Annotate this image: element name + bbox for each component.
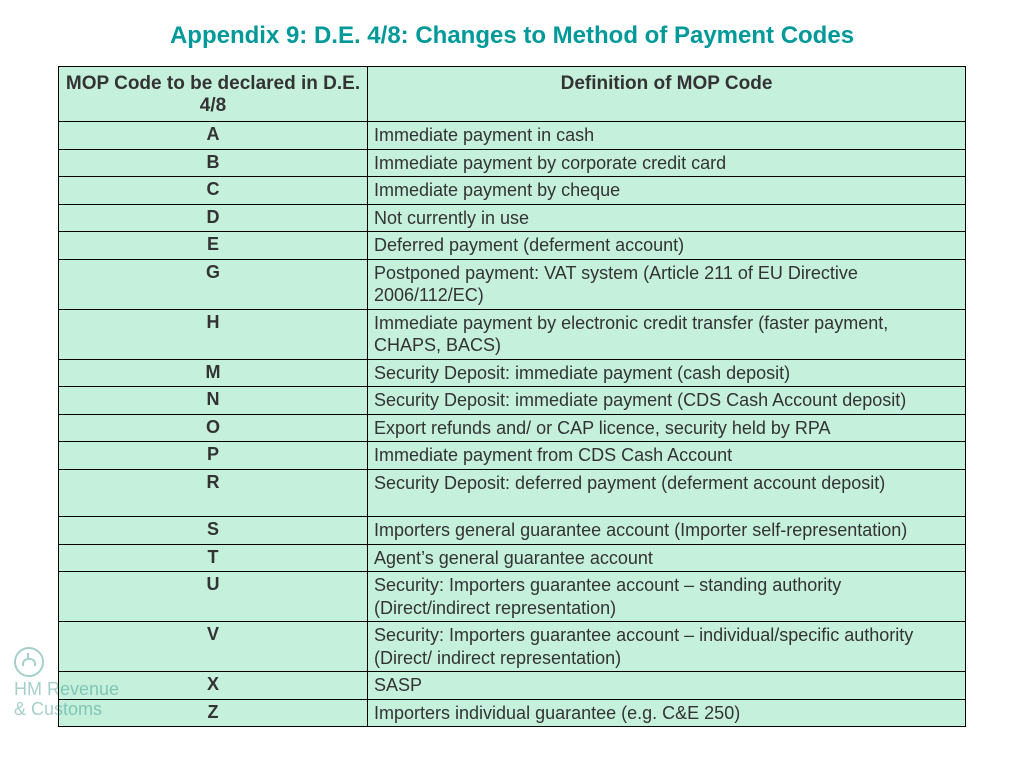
cell-code: C [59, 177, 368, 205]
table-row: TAgent’s general guarantee account [59, 544, 966, 572]
cell-definition: Immediate payment by corporate credit ca… [368, 149, 966, 177]
table-row: ZImporters individual guarantee (e.g. C&… [59, 699, 966, 727]
cell-definition: Security Deposit: immediate payment (cas… [368, 359, 966, 387]
cell-code: V [59, 622, 368, 672]
cell-definition: Immediate payment by electronic credit t… [368, 309, 966, 359]
cell-code: S [59, 517, 368, 545]
cell-definition: Importers individual guarantee (e.g. C&E… [368, 699, 966, 727]
mop-codes-table: MOP Code to be declared in D.E. 4/8 Defi… [58, 66, 966, 727]
cell-code: E [59, 232, 368, 260]
cell-definition: Security Deposit: deferred payment (defe… [368, 469, 966, 517]
cell-definition: Security: Importers guarantee account – … [368, 572, 966, 622]
cell-definition: Immediate payment in cash [368, 122, 966, 150]
cell-code: G [59, 259, 368, 309]
cell-definition: Deferred payment (deferment account) [368, 232, 966, 260]
cell-code: T [59, 544, 368, 572]
cell-definition: Export refunds and/ or CAP licence, secu… [368, 414, 966, 442]
cell-code: O [59, 414, 368, 442]
table-row: USecurity: Importers guarantee account –… [59, 572, 966, 622]
table-row: AImmediate payment in cash [59, 122, 966, 150]
cell-code: R [59, 469, 368, 517]
table-row: HImmediate payment by electronic credit … [59, 309, 966, 359]
cell-code: N [59, 387, 368, 415]
table-header-row: MOP Code to be declared in D.E. 4/8 Defi… [59, 67, 966, 122]
page-title: Appendix 9: D.E. 4/8: Changes to Method … [0, 0, 1024, 66]
cell-definition: SASP [368, 672, 966, 700]
cell-code: D [59, 204, 368, 232]
col-header-definition: Definition of MOP Code [368, 67, 966, 122]
crown-icon [14, 647, 44, 677]
table-row: XSASP [59, 672, 966, 700]
cell-code: H [59, 309, 368, 359]
table-row: EDeferred payment (deferment account) [59, 232, 966, 260]
cell-code: U [59, 572, 368, 622]
cell-definition: Postponed payment: VAT system (Article 2… [368, 259, 966, 309]
table-row: CImmediate payment by cheque [59, 177, 966, 205]
table-row: GPostponed payment: VAT system (Article … [59, 259, 966, 309]
cell-code: P [59, 442, 368, 470]
table-row: RSecurity Deposit: deferred payment (def… [59, 469, 966, 517]
table-row: BImmediate payment by corporate credit c… [59, 149, 966, 177]
cell-code: B [59, 149, 368, 177]
cell-definition: Immediate payment from CDS Cash Account [368, 442, 966, 470]
table-row: MSecurity Deposit: immediate payment (ca… [59, 359, 966, 387]
col-header-code: MOP Code to be declared in D.E. 4/8 [59, 67, 368, 122]
cell-code: Z [59, 699, 368, 727]
cell-definition: Agent’s general guarantee account [368, 544, 966, 572]
table-row: PImmediate payment from CDS Cash Account [59, 442, 966, 470]
table-row: NSecurity Deposit: immediate payment (CD… [59, 387, 966, 415]
table-row: SImporters general guarantee account (Im… [59, 517, 966, 545]
cell-definition: Not currently in use [368, 204, 966, 232]
cell-code: A [59, 122, 368, 150]
table-row: VSecurity: Importers guarantee account –… [59, 622, 966, 672]
cell-definition: Importers general guarantee account (Imp… [368, 517, 966, 545]
cell-code: X [59, 672, 368, 700]
table-row: DNot currently in use [59, 204, 966, 232]
table-row: OExport refunds and/ or CAP licence, sec… [59, 414, 966, 442]
cell-code: M [59, 359, 368, 387]
table-body: AImmediate payment in cashBImmediate pay… [59, 122, 966, 727]
cell-definition: Immediate payment by cheque [368, 177, 966, 205]
cell-definition: Security Deposit: immediate payment (CDS… [368, 387, 966, 415]
cell-definition: Security: Importers guarantee account – … [368, 622, 966, 672]
